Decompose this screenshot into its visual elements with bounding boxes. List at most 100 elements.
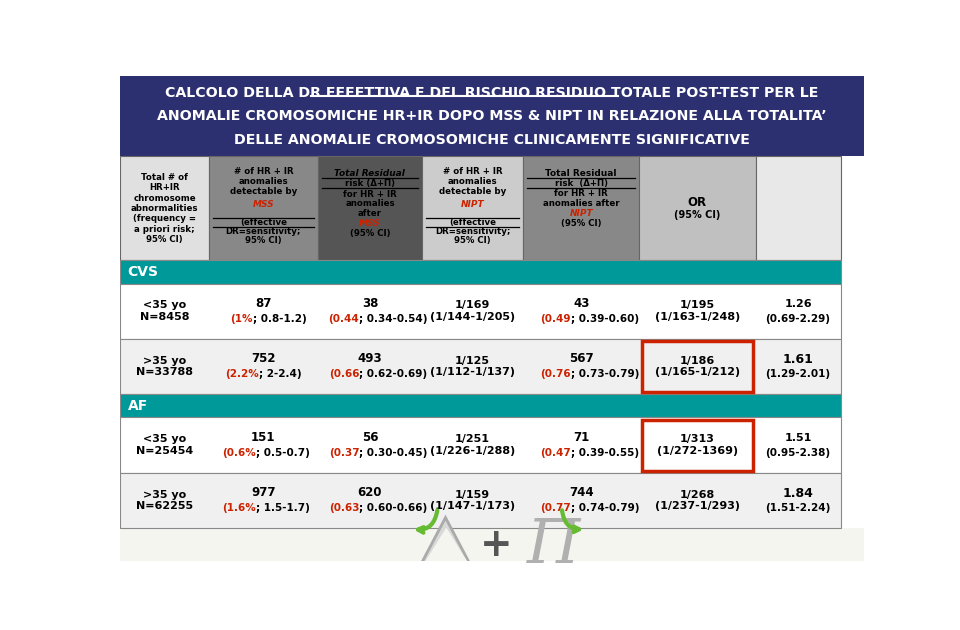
Text: ; 0.74-0.79): ; 0.74-0.79)	[570, 503, 639, 513]
Text: MSS: MSS	[252, 200, 275, 209]
Text: (95% CI): (95% CI)	[674, 210, 721, 220]
Text: >35 yo
N=62255: >35 yo N=62255	[136, 490, 193, 512]
Bar	[120, 156, 209, 260]
Text: 752: 752	[252, 352, 276, 365]
Bar	[756, 156, 841, 260]
Text: 567: 567	[569, 352, 593, 365]
Bar	[120, 529, 864, 561]
Text: 56: 56	[362, 431, 378, 444]
Text: 95% CI): 95% CI)	[454, 236, 491, 245]
Text: MSS: MSS	[359, 219, 381, 227]
Text: NIPT: NIPT	[461, 200, 485, 209]
Bar	[120, 473, 841, 529]
Text: (0.6%: (0.6%	[222, 448, 255, 458]
Text: 1.61: 1.61	[782, 353, 813, 366]
Text: ; 0.34-0.54): ; 0.34-0.54)	[359, 314, 428, 324]
Bar	[120, 284, 841, 339]
Text: (95% CI): (95% CI)	[349, 229, 390, 238]
Text: (0.37: (0.37	[328, 448, 359, 458]
Text: (95% CI): (95% CI)	[561, 219, 601, 228]
Text: (1%: (1%	[230, 314, 252, 324]
Bar	[209, 156, 318, 260]
Text: 1/169
(1/144-1/205): 1/169 (1/144-1/205)	[430, 301, 516, 322]
Text: for HR + IR: for HR + IR	[554, 189, 608, 198]
Text: (0.76: (0.76	[540, 369, 570, 379]
Text: (1.6%: (1.6%	[222, 503, 255, 513]
Bar	[120, 394, 841, 418]
Text: CALCOLO DELLA DR EFFETTIVA E DEL RISCHIO RESIDUO TOTALE POST-TEST PER LE: CALCOLO DELLA DR EFFETTIVA E DEL RISCHIO…	[165, 86, 819, 100]
Bar	[120, 339, 841, 394]
Text: ; 1.5-1.7): ; 1.5-1.7)	[255, 503, 310, 513]
Text: (2.2%: (2.2%	[225, 369, 259, 379]
Text: ; 0.73-0.79): ; 0.73-0.79)	[570, 369, 639, 379]
Text: 1/195
(1/163-1/248): 1/195 (1/163-1/248)	[655, 301, 740, 322]
Text: (0.63: (0.63	[329, 503, 359, 513]
Text: ; 0.5-0.7): ; 0.5-0.7)	[255, 448, 310, 458]
Text: (effective: (effective	[449, 218, 496, 227]
Text: AF: AF	[128, 399, 148, 413]
Bar	[523, 156, 639, 260]
Text: 71: 71	[573, 431, 589, 444]
Text: 151: 151	[252, 431, 276, 444]
Text: 1/125
(1/112-1/137): 1/125 (1/112-1/137)	[430, 356, 516, 377]
Text: 1/186
(1/165-1/212): 1/186 (1/165-1/212)	[655, 356, 740, 377]
Polygon shape	[419, 518, 472, 569]
Text: <35 yo
N=8458: <35 yo N=8458	[140, 301, 189, 322]
Text: ; 2-2.4): ; 2-2.4)	[259, 369, 301, 379]
Text: anomalies after: anomalies after	[542, 198, 619, 207]
Text: risk  (Δ+Π): risk (Δ+Π)	[555, 180, 608, 188]
Text: 620: 620	[358, 486, 382, 500]
Text: >35 yo
N=33788: >35 yo N=33788	[136, 356, 193, 377]
Text: DELLE ANOMALIE CROMOSOMICHE CLINICAMENTE SIGNIFICATIVE: DELLE ANOMALIE CROMOSOMICHE CLINICAMENTE…	[234, 132, 750, 147]
Bar	[120, 418, 841, 473]
Text: ; 0.60-0.66): ; 0.60-0.66)	[359, 503, 427, 513]
Text: ANOMALIE CROMOSOMICHE HR+IR DOPO MSS & NIPT IN RELAZIONE ALLA TOTALITA’: ANOMALIE CROMOSOMICHE HR+IR DOPO MSS & N…	[157, 108, 827, 123]
Text: (0.49: (0.49	[540, 314, 570, 324]
Text: after: after	[358, 209, 382, 217]
Text: (effective: (effective	[240, 218, 287, 227]
Text: Π: Π	[527, 516, 581, 576]
Text: 1.51: 1.51	[784, 433, 812, 444]
Text: <35 yo
N=25454: <35 yo N=25454	[136, 435, 193, 456]
Text: 1.26: 1.26	[784, 299, 812, 309]
Text: 1/313
(1/272-1369): 1/313 (1/272-1369)	[657, 435, 738, 456]
Bar	[422, 156, 523, 260]
Text: ; 0.8-1.2): ; 0.8-1.2)	[252, 314, 306, 324]
Text: # of HR + IR
anomalies
detectable by: # of HR + IR anomalies detectable by	[229, 166, 297, 197]
Text: ; 0.39-0.60): ; 0.39-0.60)	[570, 314, 638, 324]
Text: # of HR + IR
anomalies
detectable by: # of HR + IR anomalies detectable by	[439, 166, 506, 197]
Text: Total Residual: Total Residual	[545, 169, 617, 178]
Text: Total # of
HR+IR
chromosome
abnormalities
(frequency =
a priori risk;
95% CI): Total # of HR+IR chromosome abnormalitie…	[131, 173, 199, 244]
Bar	[641, 420, 754, 471]
Text: Total Residual: Total Residual	[334, 169, 405, 178]
Text: ; 0.62-0.69): ; 0.62-0.69)	[359, 369, 427, 379]
Text: 38: 38	[362, 297, 378, 310]
Text: (1.51-2.24): (1.51-2.24)	[765, 503, 830, 513]
Text: 1.84: 1.84	[782, 487, 813, 500]
Text: 1/268
(1/237-1/293): 1/268 (1/237-1/293)	[655, 490, 740, 512]
Text: DR=sensitivity;: DR=sensitivity;	[435, 227, 511, 236]
Text: ; 0.39-0.55): ; 0.39-0.55)	[570, 448, 638, 458]
Bar	[120, 260, 841, 284]
Text: ; 0.30-0.45): ; 0.30-0.45)	[359, 448, 428, 458]
Text: OR: OR	[687, 196, 707, 209]
Text: +: +	[480, 525, 513, 563]
Text: 1/159
(1/147-1/173): 1/159 (1/147-1/173)	[430, 490, 516, 512]
Text: risk (Δ+Π): risk (Δ+Π)	[345, 180, 395, 188]
Text: (0.69-2.29): (0.69-2.29)	[766, 314, 830, 324]
Text: 977: 977	[252, 486, 276, 500]
Text: 95% CI): 95% CI)	[245, 236, 281, 245]
Text: for HR + IR: for HR + IR	[343, 190, 396, 199]
Text: NIPT: NIPT	[569, 209, 593, 219]
Bar	[639, 156, 756, 260]
Text: (0.95-2.38): (0.95-2.38)	[765, 448, 830, 458]
Text: 744: 744	[569, 486, 593, 500]
Text: 493: 493	[358, 352, 382, 365]
Text: (0.44: (0.44	[328, 314, 359, 324]
Bar	[318, 156, 422, 260]
Polygon shape	[423, 527, 468, 564]
Bar	[641, 341, 754, 392]
Text: 43: 43	[573, 297, 589, 310]
Text: anomalies: anomalies	[346, 199, 395, 209]
Bar	[120, 76, 864, 156]
